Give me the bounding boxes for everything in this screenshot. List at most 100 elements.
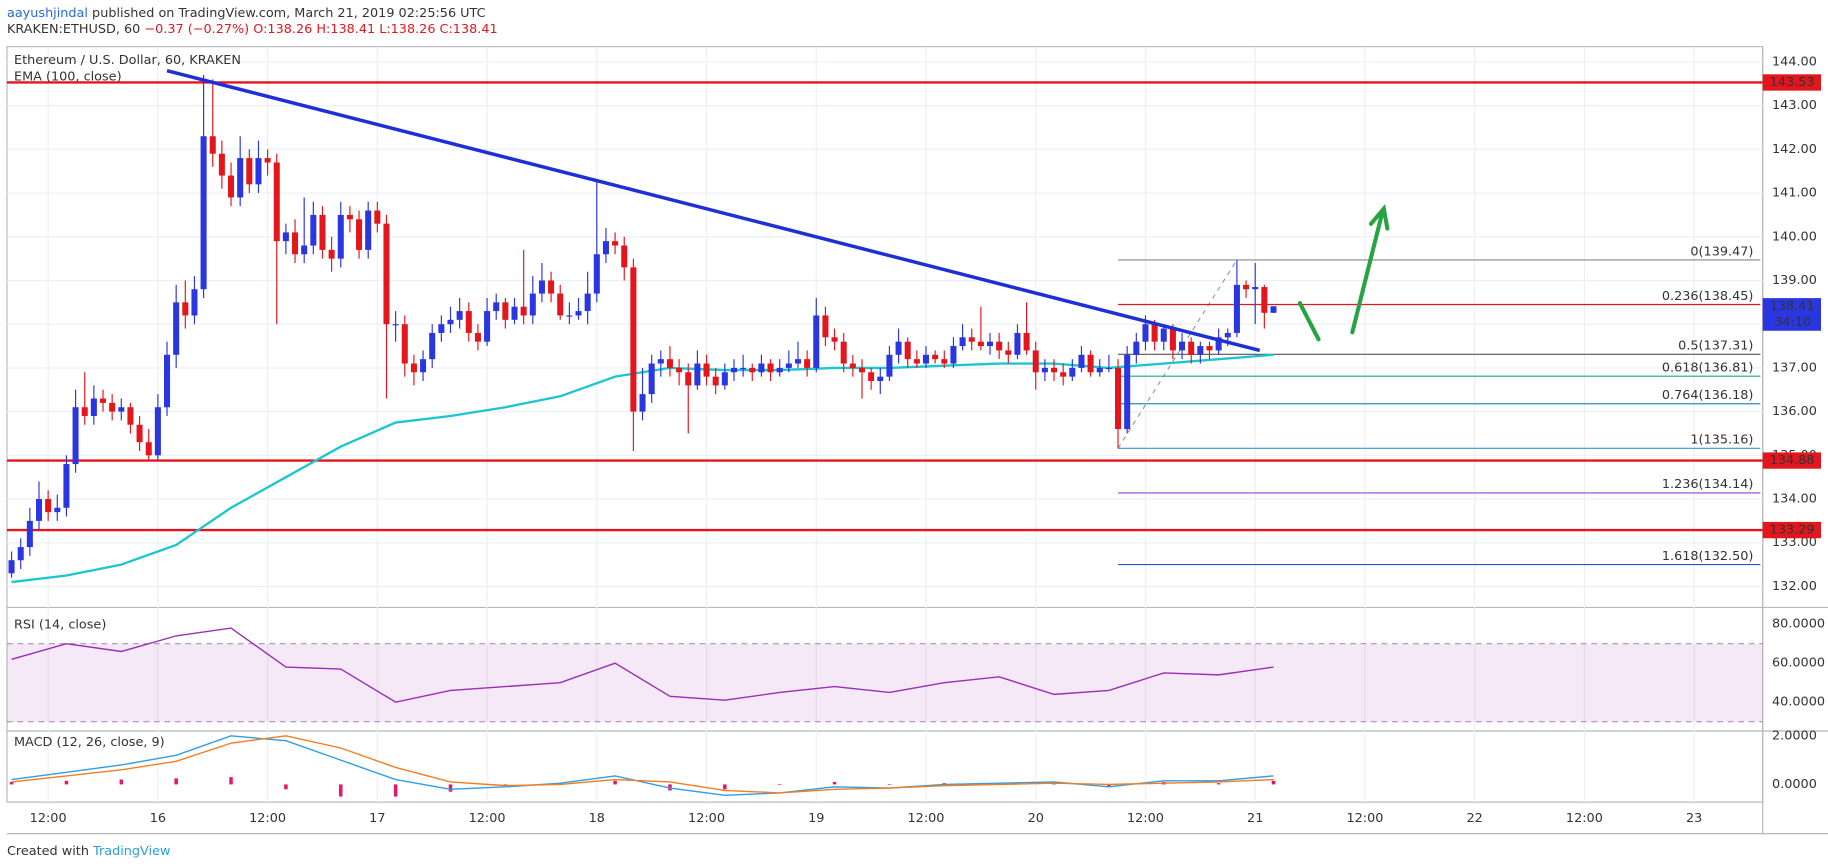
- publisher[interactable]: aayushjindal: [7, 5, 88, 20]
- fib-label: 0.5(137.31): [1678, 339, 1753, 354]
- macd-hist-bar: [832, 781, 837, 785]
- candle-body: [740, 367, 747, 370]
- footer: Created with TradingView: [7, 844, 170, 859]
- grid-layer: [6, 46, 1763, 803]
- candle-body: [520, 306, 527, 316]
- ema-label: EMA (100, close): [14, 69, 122, 84]
- candle-body: [54, 507, 61, 513]
- x-tick-label: 12:00: [469, 811, 506, 826]
- candle-body: [621, 245, 628, 268]
- candle-body: [575, 311, 582, 316]
- published: published on TradingView.com, March 21, …: [92, 5, 486, 20]
- fib-label: 0.764(136.18): [1662, 388, 1754, 403]
- candle-body: [200, 136, 207, 290]
- candle-body: [456, 311, 463, 320]
- last-price-label: 138.41: [1770, 299, 1815, 314]
- y-tick-label: 136.00: [1772, 404, 1817, 419]
- x-tick-label: 21: [1247, 811, 1263, 826]
- candle-body: [429, 332, 436, 360]
- candle-body: [1060, 372, 1067, 377]
- candle-body: [136, 424, 143, 443]
- y-tick-label: 142.00: [1772, 142, 1817, 157]
- candle-body: [630, 267, 637, 412]
- candle-body: [264, 158, 271, 163]
- candle-body: [996, 341, 1003, 351]
- candle-body: [1261, 287, 1268, 313]
- rsi-band: [6, 643, 1763, 722]
- candle-body: [548, 280, 555, 294]
- price-tag: [1762, 521, 1822, 539]
- symbol: KRAKEN:ETHUSD, 60: [7, 22, 140, 37]
- footer-brand[interactable]: TradingView: [92, 844, 170, 859]
- x-tick-label: 19: [808, 811, 824, 826]
- candle-body: [584, 293, 591, 312]
- candle-body: [1133, 341, 1140, 355]
- candle-body: [612, 241, 619, 246]
- candle-body: [858, 367, 866, 373]
- candle-body: [109, 402, 116, 412]
- candle-body: [310, 214, 317, 246]
- pane-title: Ethereum / U.S. Dollar, 60, KRAKEN: [14, 53, 241, 68]
- candle-body: [35, 499, 43, 521]
- macd-hist-bar: [887, 784, 892, 785]
- candle-body: [557, 293, 564, 316]
- candle-body: [758, 363, 765, 373]
- candle-body: [922, 354, 930, 364]
- x-tick-label: 12:00: [688, 811, 725, 826]
- candle-body: [273, 162, 280, 242]
- candle-body: [794, 359, 802, 364]
- macd-hist-bar: [777, 784, 782, 785]
- candle-body: [538, 280, 545, 294]
- candle-body: [374, 210, 381, 224]
- candle-body: [218, 153, 225, 176]
- candle-body: [72, 407, 79, 465]
- candle-body: [941, 359, 948, 364]
- candle-body: [356, 219, 363, 250]
- candle-body: [1023, 332, 1030, 351]
- candle-body: [164, 354, 171, 408]
- candle-body: [1224, 332, 1231, 338]
- candle-body: [511, 306, 518, 320]
- candle-body: [904, 341, 911, 360]
- candle-body: [895, 341, 902, 355]
- candle-body: [1197, 346, 1204, 355]
- candle-body: [593, 254, 600, 294]
- y-tick-label: 140.00: [1772, 229, 1817, 244]
- candle-body: [868, 372, 875, 382]
- candle-body: [173, 302, 180, 355]
- candle-body: [420, 359, 427, 373]
- candle-body: [648, 363, 655, 395]
- candle-body: [1206, 346, 1213, 351]
- candle-body: [831, 337, 838, 342]
- y-tick-label: 139.00: [1772, 273, 1817, 288]
- candle-body: [182, 302, 189, 316]
- x-tick-label: 20: [1028, 811, 1044, 826]
- candle-body: [90, 398, 97, 416]
- candle-body: [1051, 367, 1058, 373]
- candle-body: [1270, 306, 1277, 313]
- candle-body: [99, 398, 107, 403]
- price-tag: [1762, 452, 1822, 469]
- candle-body: [1005, 350, 1012, 355]
- arrow-up: [1350, 204, 1390, 335]
- candle-body: [1014, 332, 1021, 355]
- candle-body: [712, 376, 719, 386]
- candle-body: [886, 354, 893, 377]
- label-layer: Ethereum / U.S. Dollar, 60, KRAKEN EMA (…: [14, 53, 1825, 826]
- candle-body: [282, 232, 289, 242]
- y-tick-label: 137.00: [1772, 360, 1817, 375]
- candle-body: [26, 520, 33, 548]
- candle-body: [154, 407, 161, 456]
- arrows: [1297, 204, 1390, 342]
- candle-body: [877, 376, 884, 382]
- last-price-tag: [1762, 298, 1822, 331]
- candle-body: [602, 241, 609, 255]
- candle-body: [383, 223, 390, 325]
- candle-body: [977, 341, 984, 347]
- rsi-tick-label: 40.0000: [1772, 695, 1825, 710]
- candle-body: [1243, 284, 1250, 290]
- candle-body: [1151, 324, 1158, 342]
- candle-body: [1069, 367, 1076, 377]
